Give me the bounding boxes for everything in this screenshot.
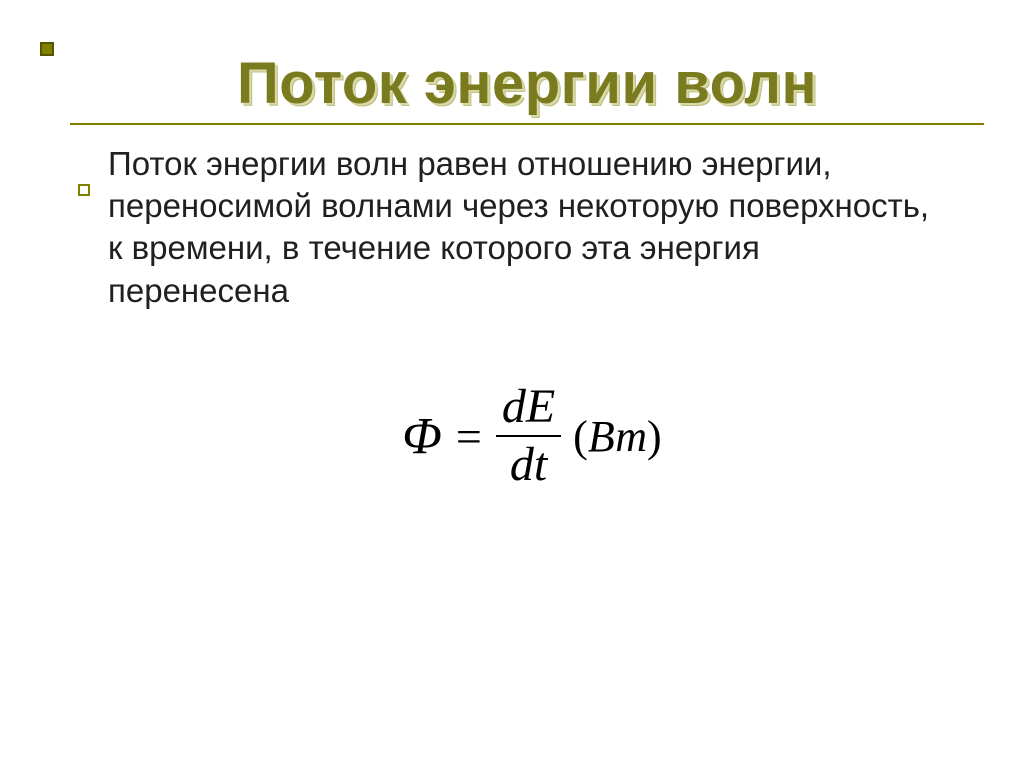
unit-close-paren: ) (647, 412, 662, 461)
slide-body-text: Поток энергии волн равен отношению энерг… (100, 143, 964, 312)
formula-row: Φ = dE dt (Вт) (402, 382, 661, 491)
formula-fraction: dE dt (496, 382, 561, 491)
title-underline: Поток энергии волн (70, 50, 984, 125)
body-bullet-icon (78, 184, 90, 196)
unit-text: Вт (588, 412, 647, 461)
fraction-bar (496, 435, 561, 437)
formula-denominator: dt (504, 440, 553, 490)
formula-numerator: dE (496, 382, 561, 432)
slide-title: Поток энергии волн (70, 50, 984, 117)
slide-container: Поток энергии волн Поток энергии волн ра… (0, 0, 1024, 768)
formula-lhs: Φ (402, 407, 442, 466)
formula-unit: (Вт) (573, 411, 662, 462)
formula-equals: = (456, 410, 482, 463)
formula-block: Φ = dE dt (Вт) (100, 382, 964, 491)
title-bullet-icon (40, 42, 54, 56)
unit-open-paren: ( (573, 412, 588, 461)
